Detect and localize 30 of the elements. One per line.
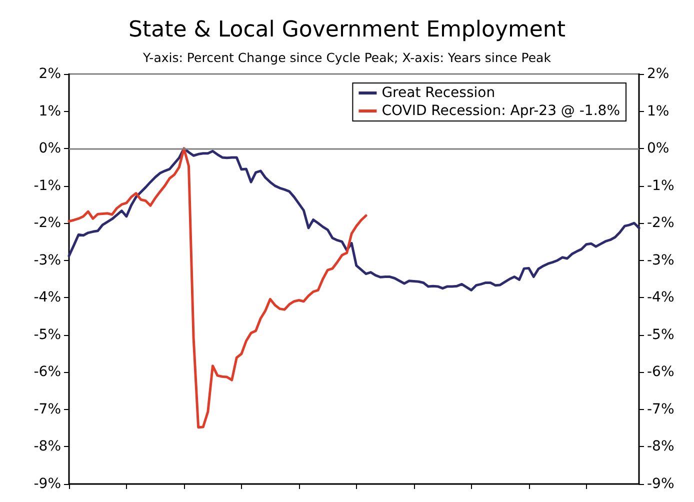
y-tick-label: -6% (34, 364, 61, 380)
y2-tick-label: -7% (647, 401, 674, 418)
y2-tick-label: 1% (647, 103, 670, 120)
y-tick-label: -8% (34, 438, 61, 455)
y2-tick-label: -6% (647, 364, 674, 380)
y2-tick-label: -2% (647, 215, 674, 232)
legend-label: Great Recession (382, 85, 496, 101)
line-series (68, 147, 640, 292)
y-tick-label: -3% (34, 252, 61, 268)
y-tick-label: 0% (38, 140, 61, 157)
y2-tick-label: -1% (647, 178, 674, 194)
y-tick-label: 2% (38, 66, 61, 82)
chart-title: State & Local Government Employment (128, 18, 566, 42)
y2-tick-label: -4% (647, 290, 674, 306)
y2-tick-label: 2% (647, 66, 670, 82)
y-tick-label: -2% (34, 215, 61, 232)
y-tick-label: 1% (38, 103, 61, 120)
y-tick-label: -5% (34, 326, 61, 343)
y-tick-label: -1% (34, 178, 61, 194)
y2-tick-label: -9% (647, 476, 674, 492)
y2-tick-label: 0% (647, 140, 670, 157)
y-tick-label: -4% (34, 290, 61, 306)
y-tick-label: -7% (34, 401, 61, 418)
y2-tick-label: -5% (647, 326, 674, 343)
legend-label: COVID Recession: Apr-23 @ -1.8% (382, 103, 620, 119)
y2-tick-label: -3% (647, 252, 674, 268)
y-tick-label: -9% (34, 476, 61, 492)
line-series (68, 147, 368, 429)
chart-subtitle: Y-axis: Percent Change since Cycle Peak; X-axis: Years since Peak (142, 50, 552, 65)
y2-tick-label: -8% (647, 438, 674, 455)
